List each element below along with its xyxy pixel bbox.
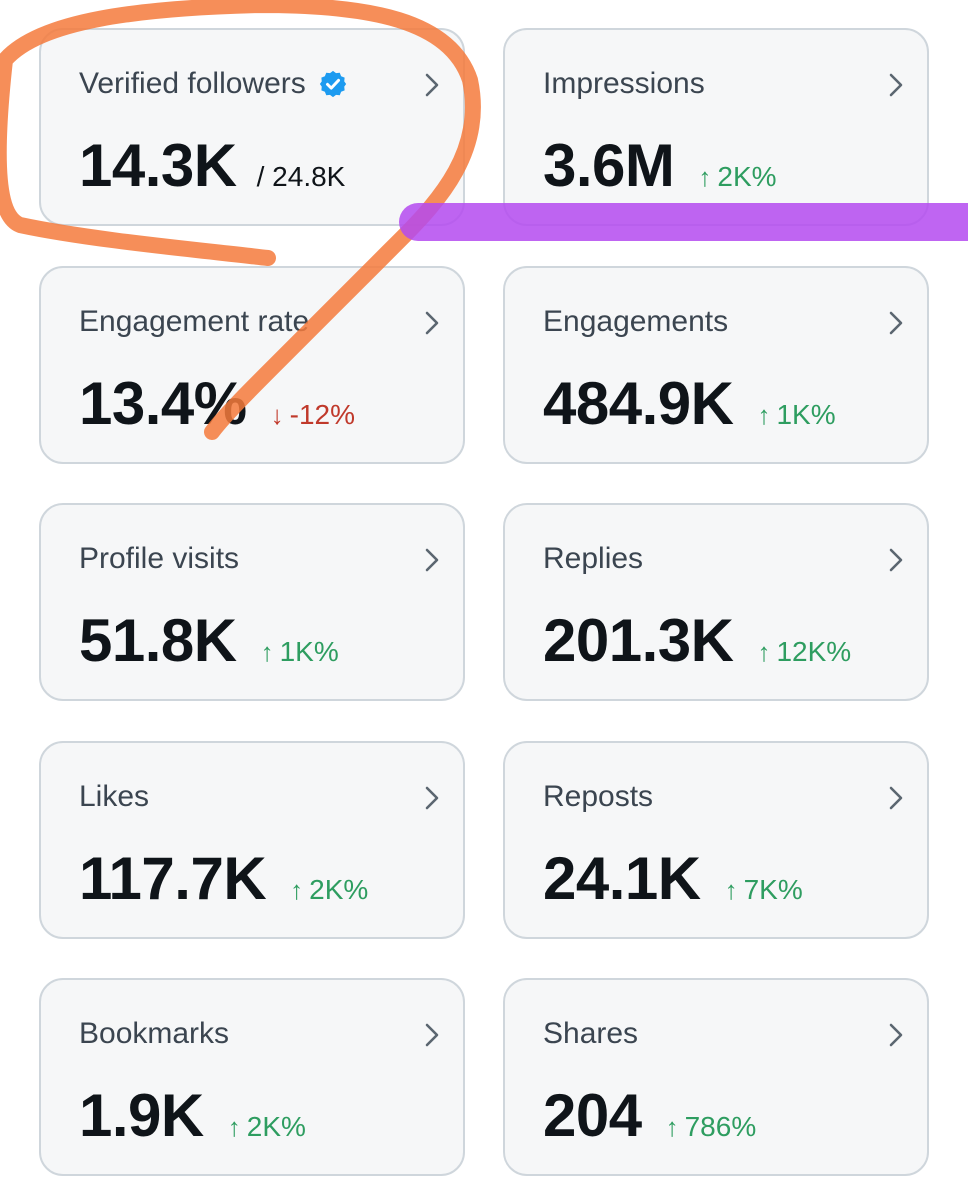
arrow-up-icon: ↑ [227,1112,241,1142]
metric-total: / 24.8K [256,161,346,192]
metric-change: ↑ 12K% [757,636,852,667]
metric-card-reposts[interactable]: Reposts 24.1K ↑ 7K% [503,741,929,939]
verified-badge-icon [319,70,346,98]
metric-card-replies[interactable]: Replies 201.3K ↑ 12K% [503,503,929,701]
metric-change: ↓ -12% [270,399,356,430]
metric-label: Engagements [543,305,729,338]
chevron-right-icon [425,1023,439,1047]
metric-card-shares[interactable]: Shares 204 ↑ 786% [503,978,929,1176]
metric-change: ↑ 7K% [724,874,803,905]
metric-label: Likes [79,780,150,813]
chevron-right-icon [889,311,903,335]
metric-value: 1.9K [79,1082,204,1149]
arrow-up-icon: ↑ [724,875,738,905]
arrow-up-icon: ↑ [698,162,712,192]
metric-change: ↑ 2K% [698,161,777,192]
arrow-up-icon: ↑ [290,875,304,905]
metric-card-profile-visits[interactable]: Profile visits 51.8K ↑ 1K% [39,503,465,701]
metric-card-impressions[interactable]: Impressions 3.6M ↑ 2K% [503,28,929,226]
metric-card-likes[interactable]: Likes 117.7K ↑ 2K% [39,741,465,939]
metric-label: Replies [543,542,644,575]
metric-change: ↑ 786% [665,1111,757,1142]
arrow-up-icon: ↑ [260,637,274,667]
chevron-right-icon [889,73,903,97]
chevron-right-icon [889,786,903,810]
metric-card-bookmarks[interactable]: Bookmarks 1.9K ↑ 2K% [39,978,465,1176]
chevron-right-icon [889,1023,903,1047]
chevron-right-icon [889,548,903,572]
metric-change: ↑ 2K% [290,874,369,905]
metric-label: Bookmarks [79,1017,230,1050]
metric-value: 3.6M [543,132,675,199]
metric-card-verified-followers[interactable]: Verified followers 14.3K / 24.8K [39,28,465,226]
metric-value: 201.3K [543,607,734,674]
metric-label: Impressions [543,67,705,100]
metric-label: Shares [543,1017,639,1050]
metric-value: 484.9K [543,370,734,437]
metric-card-engagements[interactable]: Engagements 484.9K ↑ 1K% [503,266,929,464]
metric-change: ↑ 1K% [260,636,339,667]
metric-label: Verified followers [79,66,348,102]
metric-label: Reposts [543,780,654,813]
arrow-up-icon: ↑ [757,400,771,430]
metric-value: 51.8K [79,607,237,674]
metric-label: Profile visits [79,542,240,575]
chevron-right-icon [425,311,439,335]
arrow-up-icon: ↑ [757,637,771,667]
metric-value: 14.3K [79,132,237,199]
metric-value: 13.4% [79,370,247,437]
chevron-right-icon [425,786,439,810]
metric-card-engagement-rate[interactable]: Engagement rate 13.4% ↓ -12% [39,266,465,464]
metric-value: 204 [543,1082,642,1149]
chevron-right-icon [425,73,439,97]
arrow-down-icon: ↓ [270,400,284,430]
arrow-up-icon: ↑ [665,1112,679,1142]
metric-change: ↑ 1K% [757,399,836,430]
metric-change: ↑ 2K% [227,1111,306,1142]
metric-value: 24.1K [543,845,701,912]
chevron-right-icon [425,548,439,572]
metric-label: Engagement rate [79,305,310,338]
metric-value: 117.7K [79,845,267,912]
